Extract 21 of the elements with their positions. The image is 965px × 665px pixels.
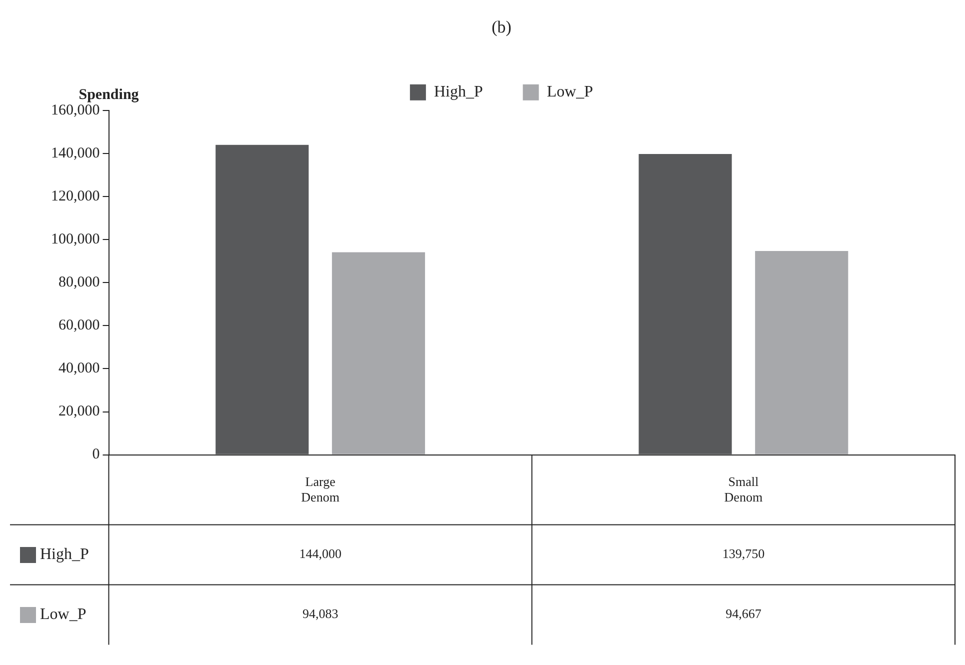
y-tick-label: 20,000 bbox=[58, 404, 100, 420]
data-label: 94,667 bbox=[726, 606, 762, 622]
x-tick-label: Small Denom bbox=[724, 474, 763, 505]
x-tick-label: Large Denom bbox=[301, 474, 340, 505]
data-label: 139,750 bbox=[722, 546, 765, 562]
y-tick-label: 60,000 bbox=[58, 318, 100, 334]
legend-label: High_P bbox=[434, 84, 483, 101]
y-tick-label: 40,000 bbox=[58, 360, 100, 377]
text: Low_P bbox=[40, 606, 86, 624]
y-tick-label: 100,000 bbox=[51, 231, 100, 248]
data-label: 144,000 bbox=[299, 546, 342, 562]
y-tick-label: 120,000 bbox=[51, 188, 100, 204]
data-label: 94,083 bbox=[302, 606, 338, 622]
y-tick-label: 140,000 bbox=[51, 145, 100, 162]
y-axis-title: Spending bbox=[78, 86, 140, 103]
chart-title: (b) bbox=[492, 18, 512, 37]
y-tick-label: 80,000 bbox=[58, 274, 100, 291]
y-tick-label: 0 bbox=[92, 446, 100, 463]
legend-label: Low_P bbox=[546, 84, 594, 101]
y-tick-label: 160,000 bbox=[51, 102, 100, 118]
text: High_P bbox=[40, 546, 89, 564]
